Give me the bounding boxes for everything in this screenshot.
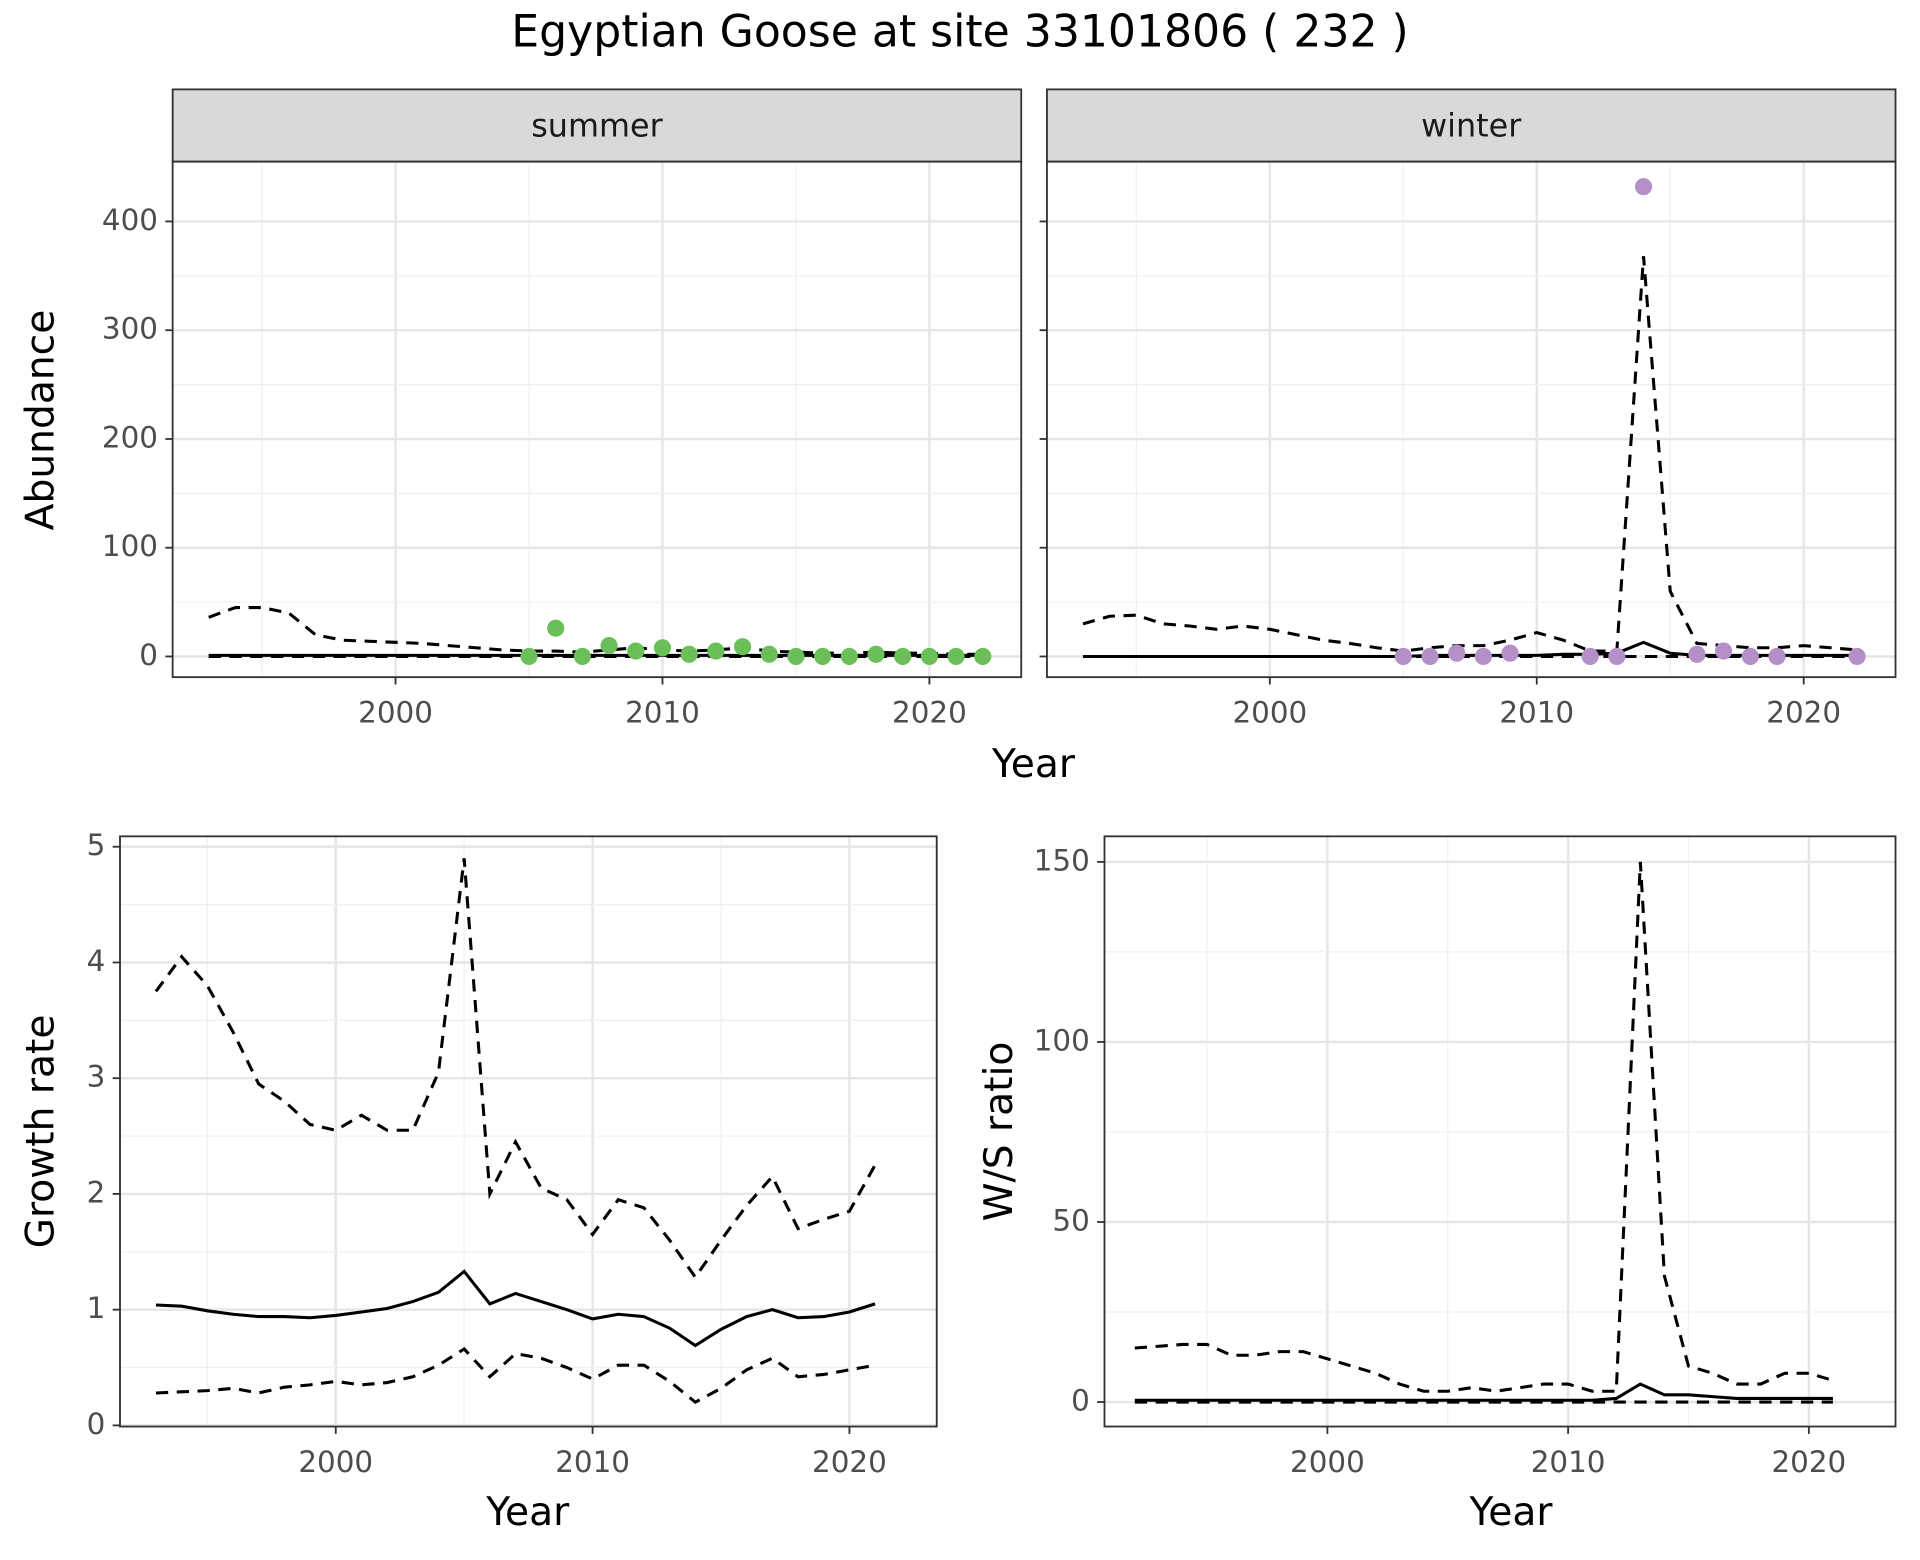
facet-strip — [1046, 88, 1897, 163]
data-point — [733, 638, 752, 656]
y-tick-label: 2 — [87, 1175, 106, 1209]
x-tick-label: 2000 — [358, 695, 433, 729]
panel-background — [1046, 161, 1896, 678]
x-axis-label: Year — [485, 1490, 570, 1535]
data-point — [1448, 644, 1466, 662]
x-tick-label: 2020 — [812, 1445, 887, 1479]
data-point — [840, 647, 858, 666]
y-tick-label: 3 — [87, 1060, 106, 1094]
panel-border — [119, 835, 938, 1428]
data-point — [814, 647, 832, 666]
series-line — [1134, 1382, 1833, 1402]
y-tick-label: 100 — [102, 529, 158, 563]
panel-background — [172, 161, 1022, 678]
series-line — [1082, 256, 1858, 653]
data-point — [974, 647, 992, 666]
data-point — [547, 619, 565, 637]
x-tick-label: 2010 — [625, 695, 700, 729]
y-tick-label: 200 — [102, 420, 158, 454]
plot-area — [120, 836, 937, 1427]
data-point — [520, 647, 538, 666]
data-point — [653, 639, 672, 657]
data-point — [1581, 647, 1599, 666]
data-point — [894, 647, 912, 666]
y-tick-label: 150 — [1034, 843, 1090, 877]
plot-area — [172, 161, 1022, 678]
data-point — [680, 645, 698, 663]
y-tick-label: 1 — [87, 1291, 106, 1325]
data-point — [1421, 647, 1439, 666]
x-tick-label: 2020 — [892, 695, 967, 729]
y-axis-label: Growth rate — [18, 1015, 63, 1249]
x-tick-label: 2010 — [555, 1445, 630, 1479]
y-tick-label: 50 — [1052, 1203, 1089, 1237]
y-axis-label: Abundance — [18, 310, 63, 531]
data-point — [1608, 647, 1626, 666]
y-axis-label: W/S ratio — [977, 1042, 1022, 1222]
data-point — [1634, 178, 1653, 196]
facet-label: summer — [531, 106, 663, 144]
x-axis-label: Year — [1469, 1490, 1554, 1535]
x-tick-label: 2010 — [1499, 695, 1574, 729]
x-tick-label: 2020 — [1766, 695, 1841, 729]
data-point — [920, 647, 938, 666]
panel-background — [120, 836, 937, 1427]
facet-label: winter — [1421, 106, 1522, 144]
x-tick-label: 2010 — [1531, 1445, 1606, 1479]
y-tick-label: 300 — [102, 312, 158, 346]
facet-strip — [171, 88, 1023, 163]
data-point — [1848, 647, 1866, 666]
figure-title: Egyptian Goose at site 33101806 ( 232 ) — [511, 6, 1408, 57]
panel-border — [1103, 835, 1897, 1428]
series-line — [1134, 861, 1834, 1393]
panel-border — [171, 160, 1023, 679]
y-tick-label: 0 — [139, 638, 158, 672]
series-line — [154, 858, 877, 1280]
y-tick-label: 0 — [1071, 1384, 1090, 1418]
x-tick-label: 2000 — [1290, 1445, 1365, 1479]
data-point — [787, 647, 805, 666]
data-point — [947, 647, 965, 666]
data-point — [1741, 647, 1759, 666]
data-point — [1715, 642, 1733, 660]
x-tick-label: 2000 — [1232, 695, 1307, 729]
y-tick-label: 100 — [1034, 1023, 1090, 1057]
data-point — [573, 647, 591, 666]
data-point — [1474, 647, 1492, 666]
data-point — [760, 645, 778, 663]
series-line — [155, 1269, 876, 1348]
data-point — [707, 642, 725, 660]
x-tick-label: 2000 — [298, 1445, 373, 1479]
x-axis-label: Year — [991, 742, 1076, 787]
data-point — [600, 637, 618, 655]
y-tick-label: 0 — [87, 1407, 106, 1441]
x-tick-label: 2020 — [1771, 1445, 1846, 1479]
y-tick-label: 400 — [102, 203, 158, 237]
data-point — [1501, 644, 1519, 662]
y-tick-label: 4 — [87, 944, 106, 978]
data-point — [1394, 647, 1412, 666]
y-tick-label: 5 — [87, 828, 106, 862]
data-point — [1768, 647, 1786, 666]
data-point — [1688, 645, 1706, 663]
data-point — [867, 645, 885, 663]
data-point — [627, 642, 645, 660]
panel-border — [1046, 160, 1897, 679]
